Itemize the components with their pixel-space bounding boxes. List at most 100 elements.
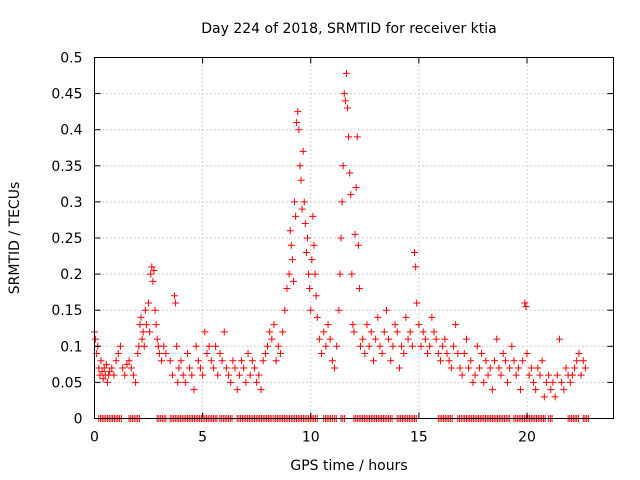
data-point <box>318 350 326 358</box>
data-point <box>504 378 512 386</box>
y-tick-label: 0.2 <box>60 267 82 283</box>
data-point <box>92 335 100 343</box>
x-tick-label: 5 <box>198 430 207 446</box>
data-point <box>108 364 116 372</box>
data-point <box>246 371 254 379</box>
x-tick-label: 20 <box>518 430 536 446</box>
data-point <box>426 342 434 350</box>
data-point <box>298 205 306 213</box>
y-tick-label: 0.25 <box>51 231 82 247</box>
data-point <box>439 342 447 350</box>
data-point <box>201 328 209 336</box>
data-point <box>322 342 330 350</box>
data-point <box>285 270 293 278</box>
data-point <box>309 212 317 220</box>
data-point <box>183 350 191 358</box>
data-point <box>471 371 479 379</box>
data-point <box>400 350 408 358</box>
data-point <box>300 198 308 206</box>
data-point <box>473 342 481 350</box>
data-point <box>301 220 309 228</box>
data-point <box>521 299 529 307</box>
data-point <box>227 378 235 386</box>
data-point <box>549 378 557 386</box>
data-point <box>551 393 559 401</box>
data-point <box>508 342 516 350</box>
data-point <box>238 357 246 365</box>
data-point <box>542 378 550 386</box>
data-point <box>346 169 354 177</box>
data-point <box>145 299 153 307</box>
data-point <box>110 371 118 379</box>
data-point <box>288 256 296 264</box>
data-point <box>172 299 180 307</box>
data-point <box>139 328 147 336</box>
data-point <box>268 335 276 343</box>
data-point <box>573 357 581 365</box>
x-tick-label: 10 <box>302 430 320 446</box>
data-point <box>272 357 280 365</box>
data-point <box>568 371 576 379</box>
data-point <box>571 364 579 372</box>
data-point <box>103 378 111 386</box>
data-point <box>458 371 466 379</box>
data-point <box>102 360 110 368</box>
data-point <box>475 364 483 372</box>
data-point <box>558 378 566 386</box>
data-point <box>231 364 239 372</box>
data-point <box>257 386 265 394</box>
data-point <box>225 371 233 379</box>
data-point <box>320 328 328 336</box>
y-tick-label: 0.4 <box>60 123 82 139</box>
data-point <box>129 371 137 379</box>
data-point <box>437 357 444 365</box>
data-point <box>465 364 473 372</box>
data-point <box>367 328 375 336</box>
data-point <box>99 375 107 383</box>
data-point <box>328 357 336 365</box>
data-point <box>177 357 185 365</box>
data-point <box>469 378 477 386</box>
data-point <box>356 342 364 350</box>
data-point <box>467 357 475 365</box>
plot-frame <box>94 57 614 419</box>
data-point <box>353 133 361 141</box>
data-point <box>345 133 353 141</box>
data-point <box>305 270 313 278</box>
data-point <box>361 350 369 358</box>
data-point <box>354 241 362 249</box>
data-point <box>336 270 344 278</box>
data-point <box>447 364 455 372</box>
data-point <box>304 234 312 242</box>
data-point <box>536 371 544 379</box>
data-point <box>233 386 241 394</box>
data-point <box>553 371 561 379</box>
data-point <box>581 364 589 372</box>
data-point <box>341 97 349 105</box>
data-point <box>372 335 380 343</box>
y-tick-label: 0.05 <box>51 375 82 391</box>
data-point <box>141 306 149 314</box>
data-point <box>331 364 339 372</box>
data-point <box>149 277 157 285</box>
data-point <box>324 321 332 329</box>
data-point <box>174 378 182 386</box>
data-point <box>326 335 334 343</box>
data-point <box>333 342 341 350</box>
data-point <box>98 368 106 376</box>
data-point <box>240 364 248 372</box>
data-point <box>312 292 320 300</box>
data-point <box>270 321 278 329</box>
data-point <box>363 321 371 329</box>
data-point <box>136 321 144 329</box>
data-point <box>338 198 346 206</box>
data-point <box>259 357 267 365</box>
data-point <box>289 277 297 285</box>
data-point <box>313 313 321 321</box>
data-point <box>478 350 486 358</box>
data-point <box>545 371 553 379</box>
y-axis-label: SRMTID / TECUs <box>7 182 23 295</box>
data-point <box>171 292 179 300</box>
data-point <box>351 230 359 238</box>
data-point <box>499 350 507 358</box>
